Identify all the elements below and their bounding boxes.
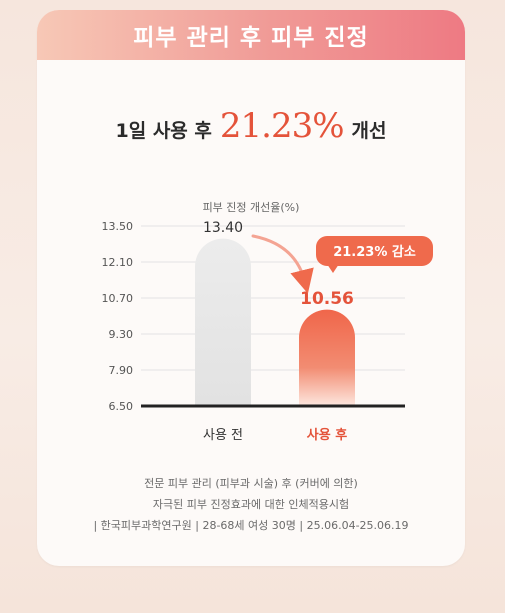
y-tick-label: 10.70 bbox=[102, 292, 134, 305]
title-banner: 피부 관리 후 피부 진정 bbox=[37, 10, 465, 60]
headline-value: 21.23% bbox=[219, 106, 345, 146]
badge-label: 21.23% 감소 bbox=[333, 245, 416, 260]
footnote-line-2: 자극된 피부 진정효과에 대한 인체적용시험 bbox=[152, 498, 350, 511]
decrease-arrow bbox=[251, 234, 314, 294]
y-tick-label: 13.50 bbox=[102, 220, 134, 233]
y-tick-label: 12.10 bbox=[102, 256, 134, 269]
category-label: 사용 전 bbox=[203, 428, 243, 443]
banner-title: 피부 관리 후 피부 진정 bbox=[133, 25, 369, 51]
decrease-badge: 21.23% 감소 bbox=[316, 236, 433, 273]
category-label: 사용 후 bbox=[307, 427, 347, 443]
y-tick-label: 9.30 bbox=[109, 328, 134, 341]
bar-chart: 13.50 12.10 10.70 9.30 7.90 6.50 사용 전 사용 후 13.… bbox=[102, 220, 433, 443]
bar-after bbox=[299, 309, 355, 406]
footnote-line-1: 전문 피부 관리 (피부과 시술) 후 (커버에 의한) bbox=[144, 477, 358, 490]
y-tick-label: 6.50 bbox=[109, 400, 134, 413]
chart-title: 피부 진정 개선율(%) bbox=[202, 201, 300, 214]
headline-suffix: 개선 bbox=[351, 120, 387, 142]
value-label: 13.40 bbox=[203, 220, 243, 236]
bar-before bbox=[195, 238, 251, 406]
footnote: 전문 피부 관리 (피부과 시술) 후 (커버에 의한) 자극된 피부 진정효과… bbox=[37, 473, 465, 536]
result-card: 피부 관리 후 피부 진정 1일 사용 후 21.23% 개선 피부 진정 개선… bbox=[37, 10, 465, 566]
headline: 1일 사용 후 21.23% 개선 bbox=[37, 106, 465, 146]
value-label: 10.56 bbox=[300, 289, 354, 309]
y-tick-label: 7.90 bbox=[109, 364, 134, 377]
footnote-line-3: | 한국피부과학연구원 | 28-68세 여성 30명 | 25.06.04-2… bbox=[93, 519, 409, 532]
headline-prefix: 1일 사용 후 bbox=[115, 120, 212, 142]
